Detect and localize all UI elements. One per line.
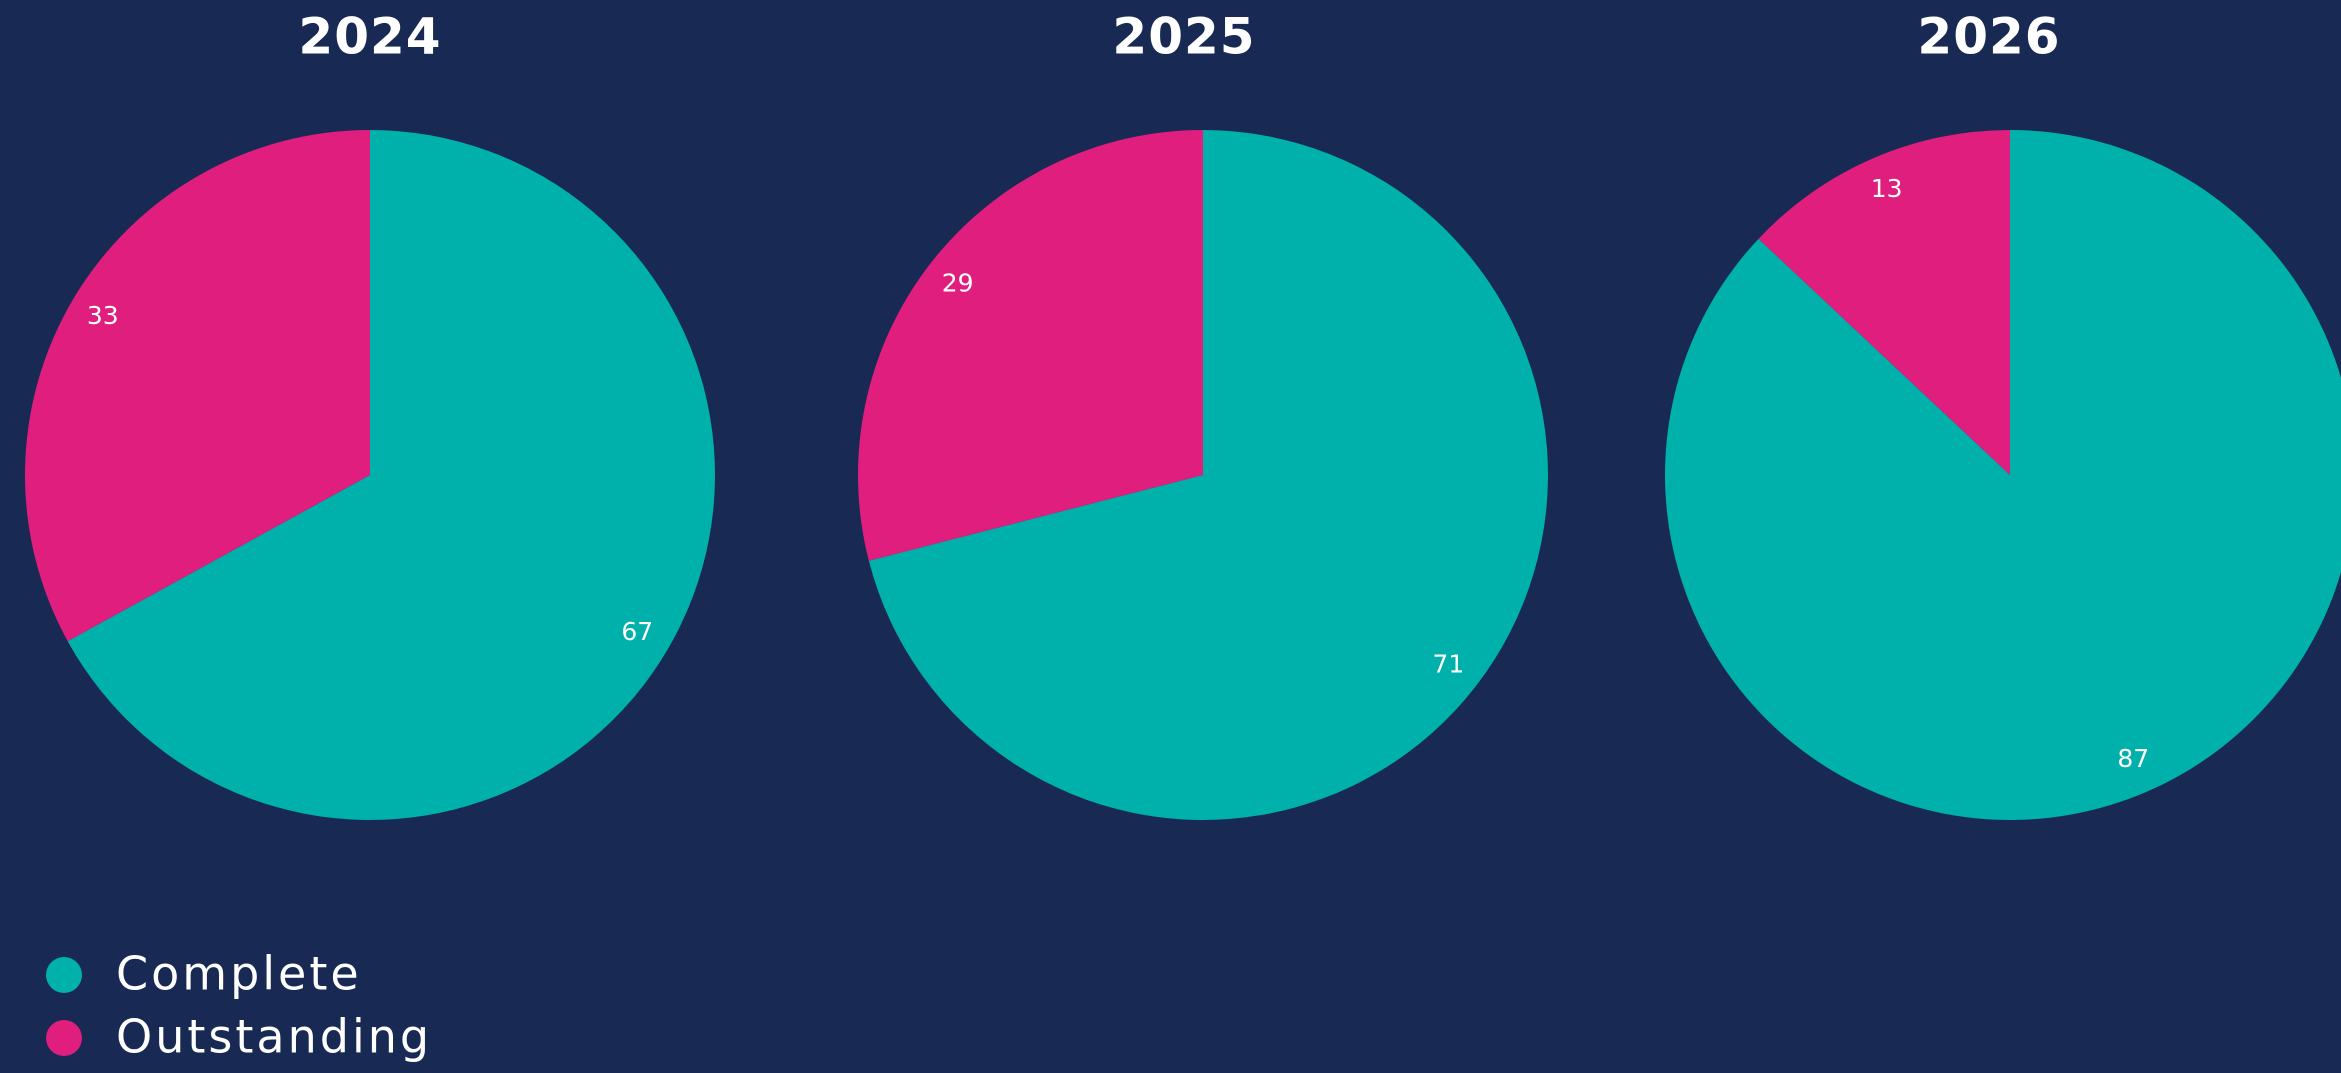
pie-slice <box>858 130 1203 561</box>
slice-label: 33 <box>87 301 119 330</box>
legend-label: Outstanding <box>116 1010 432 1064</box>
slice-label: 71 <box>1432 649 1464 678</box>
pie-slice <box>868 130 1548 820</box>
pie-slice <box>1758 130 2010 475</box>
pie-title: 2026 <box>1917 8 2060 66</box>
legend-swatch <box>46 1020 82 1056</box>
legend-swatch <box>46 957 82 993</box>
pie-slice <box>1665 130 2341 820</box>
pie-slice <box>67 130 715 820</box>
pie-slice <box>24 130 371 642</box>
pie-title: 2024 <box>298 8 441 66</box>
slice-label: 67 <box>621 617 653 646</box>
legend-label: Complete <box>116 947 362 1001</box>
pie-title: 2025 <box>1112 8 1255 66</box>
slice-label: 87 <box>2117 744 2149 773</box>
slice-label: 13 <box>1871 174 1903 203</box>
slice-label: 29 <box>942 269 974 298</box>
